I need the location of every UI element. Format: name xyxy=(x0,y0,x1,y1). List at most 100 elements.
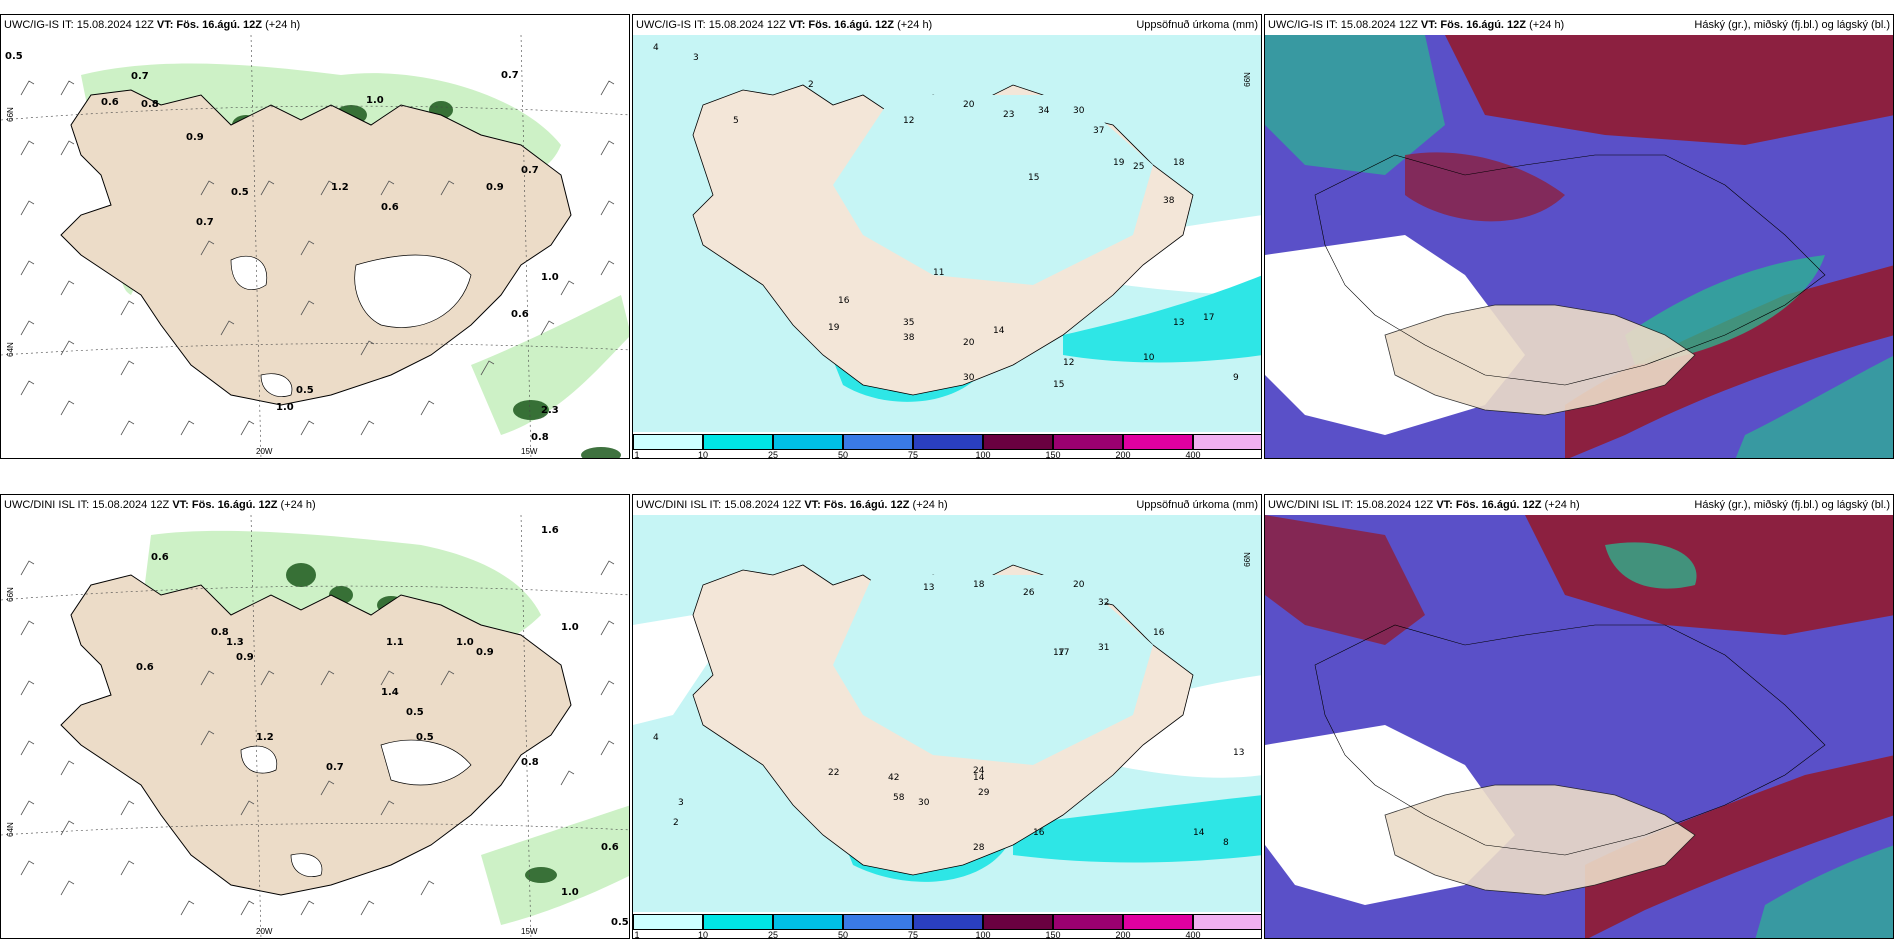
lat-label-66: 66N xyxy=(1243,72,1253,87)
wind-barbs xyxy=(20,80,615,436)
svg-text:0.5: 0.5 xyxy=(296,385,314,396)
svg-text:20: 20 xyxy=(963,100,975,110)
map-area[interactable] xyxy=(1265,35,1893,458)
svg-text:38: 38 xyxy=(1163,196,1175,206)
svg-text:0.8: 0.8 xyxy=(141,99,159,110)
svg-text:20: 20 xyxy=(963,338,975,348)
svg-text:22: 22 xyxy=(828,768,839,778)
colorbar-cell xyxy=(1053,914,1123,930)
svg-text:0.5: 0.5 xyxy=(231,187,249,198)
colorbar-cell xyxy=(1193,434,1261,450)
svg-text:0.8: 0.8 xyxy=(521,757,539,768)
svg-text:0.6: 0.6 xyxy=(601,842,619,853)
precip-labels: 4 3 2 5 12 20 23 34 30 37 19 25 18 15 38… xyxy=(653,43,1239,390)
colorbar-tick: 100 xyxy=(975,450,991,459)
svg-text:29: 29 xyxy=(978,788,990,798)
svg-text:0.6: 0.6 xyxy=(381,202,399,213)
colorbar-tick: 50 xyxy=(837,450,849,459)
svg-text:16: 16 xyxy=(1153,628,1165,638)
lon-label-15: 15W xyxy=(521,927,538,936)
svg-text:14: 14 xyxy=(973,773,985,783)
svg-text:14: 14 xyxy=(1193,828,1205,838)
glaciers xyxy=(230,254,472,397)
panel-model-title: UWC/DINI ISL IT: 15.08.2024 12Z xyxy=(4,499,170,511)
panel-header: UWC/DINI ISL IT: 15.08.2024 12Z VT: Fös.… xyxy=(633,495,1261,515)
svg-text:58: 58 xyxy=(893,793,905,803)
panel-lead: (+24 h) xyxy=(1544,499,1580,511)
precip-map: 4 3 2 5 12 20 23 34 30 37 19 25 18 15 38… xyxy=(633,35,1261,434)
colorbar-cell xyxy=(1123,914,1193,930)
panel-model-title: UWC/IG-IS IT: 15.08.2024 12Z xyxy=(636,19,786,31)
svg-text:0.7: 0.7 xyxy=(196,217,214,228)
svg-text:1.1: 1.1 xyxy=(386,637,404,648)
lat-label-66: 66N xyxy=(5,587,15,602)
colorbar-cell xyxy=(1123,434,1193,450)
svg-text:30: 30 xyxy=(1073,106,1085,116)
svg-text:26: 26 xyxy=(1023,588,1035,598)
iceland-land xyxy=(60,89,572,406)
svg-text:0.6: 0.6 xyxy=(151,552,169,563)
svg-text:23: 23 xyxy=(1003,110,1014,120)
svg-text:13: 13 xyxy=(923,583,934,593)
panel-header: UWC/IG-IS IT: 15.08.2024 12Z VT: Fös. 16… xyxy=(1,15,629,35)
svg-text:0.5: 0.5 xyxy=(406,707,424,718)
value-labels: 0.5 0.7 0.6 0.8 0.9 1.0 0.7 0.5 0.6 0.7 … xyxy=(5,51,559,443)
panel-lead: (+24 h) xyxy=(1529,19,1565,31)
svg-text:0.5: 0.5 xyxy=(611,917,629,928)
colorbar-tick: 400 xyxy=(1185,930,1201,939)
panel-valid-time: VT: Fös. 16.ágú. 12Z xyxy=(788,19,894,31)
svg-text:0.6: 0.6 xyxy=(136,662,154,673)
panel-igis-precip: UWC/IG-IS IT: 15.08.2024 12Z VT: Fös. 16… xyxy=(632,14,1262,459)
panel-dini-clouds: UWC/DINI ISL IT: 15.08.2024 12Z VT: Fös.… xyxy=(1264,494,1894,939)
svg-text:13: 13 xyxy=(1233,748,1244,758)
svg-text:1.0: 1.0 xyxy=(276,402,294,413)
panel-valid-time: VT: Fös. 16.ágú. 12Z xyxy=(1420,19,1526,31)
lat-label-64: 64N xyxy=(5,822,15,837)
svg-text:0.5: 0.5 xyxy=(416,732,434,743)
svg-text:4: 4 xyxy=(653,43,659,53)
colorbar-cell xyxy=(703,434,773,450)
svg-text:18: 18 xyxy=(973,580,985,590)
map-area[interactable]: 4 2 3 13 18 26 20 32 31 17 16 14 22 42 5… xyxy=(633,515,1261,938)
wind-map: 0.6 0.8 0.9 1.2 1.3 1.0 0.7 0.6 0.5 1.4 … xyxy=(1,515,629,938)
colorbar-tick: 150 xyxy=(1045,930,1061,939)
svg-text:0.8: 0.8 xyxy=(531,432,549,443)
colorbar-tick: 75 xyxy=(907,930,919,939)
colorbar-cell xyxy=(1053,434,1123,450)
svg-text:1.0: 1.0 xyxy=(456,637,474,648)
coastline xyxy=(1314,154,1826,386)
colorbar-tick: 50 xyxy=(837,930,849,939)
svg-text:30: 30 xyxy=(963,373,975,383)
svg-text:2.3: 2.3 xyxy=(541,405,559,416)
svg-text:8: 8 xyxy=(1223,838,1229,848)
lat-label-66: 66N xyxy=(5,107,15,122)
panel-dini-precip: UWC/DINI ISL IT: 15.08.2024 12Z VT: Fös.… xyxy=(632,494,1262,939)
svg-text:1.2: 1.2 xyxy=(256,732,274,743)
panel-lead: (+24 h) xyxy=(280,499,316,511)
map-area[interactable]: 0.5 0.7 0.6 0.8 0.9 1.0 0.7 0.5 0.6 0.7 … xyxy=(1,35,629,458)
colorbar-tick: 10 xyxy=(697,450,709,459)
iceland-land xyxy=(1384,304,1696,416)
svg-text:1.3: 1.3 xyxy=(226,637,244,648)
map-area[interactable]: 0.6 0.8 0.9 1.2 1.3 1.0 0.7 0.6 0.5 1.4 … xyxy=(1,515,629,938)
panel-lead: (+24 h) xyxy=(912,499,948,511)
colorbar-tick: 25 xyxy=(767,930,779,939)
map-area[interactable] xyxy=(1265,515,1893,938)
panel-header: UWC/DINI ISL IT: 15.08.2024 12Z VT: Fös.… xyxy=(1265,495,1893,515)
map-area[interactable]: 4 3 2 5 12 20 23 34 30 37 19 25 18 15 38… xyxy=(633,35,1261,458)
svg-text:0.6: 0.6 xyxy=(101,97,119,108)
panel-field-title: Uppsöfnuð úrkoma (mm) xyxy=(1136,499,1258,511)
lat-label-64: 64N xyxy=(5,342,15,357)
panel-field-title: Háský (gr.), miðský (fj.bl.) og lágský (… xyxy=(1694,19,1890,31)
panel-model-title: UWC/DINI ISL IT: 15.08.2024 12Z xyxy=(636,499,802,511)
svg-text:1.0: 1.0 xyxy=(561,887,579,898)
svg-text:37: 37 xyxy=(1093,126,1104,136)
svg-text:32: 32 xyxy=(1098,598,1109,608)
panel-lead: (+24 h) xyxy=(897,19,933,31)
svg-text:11: 11 xyxy=(933,268,944,278)
panel-field-title: Uppsöfnuð úrkoma (mm) xyxy=(1136,19,1258,31)
panel-valid-time: VT: Fös. 16.ágú. 12Z xyxy=(156,19,262,31)
svg-text:3: 3 xyxy=(678,798,684,808)
graticule xyxy=(1,35,629,458)
svg-text:19: 19 xyxy=(1113,158,1125,168)
